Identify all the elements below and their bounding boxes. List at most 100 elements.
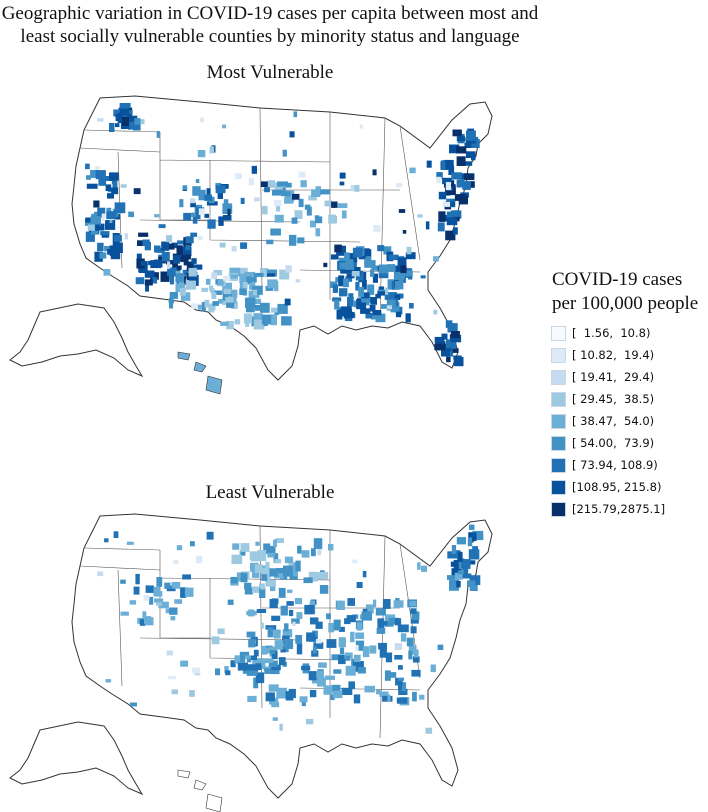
county-cell <box>312 646 317 654</box>
county-cell <box>395 677 403 686</box>
county-cell <box>469 524 475 530</box>
county-cell <box>463 161 473 166</box>
county-cell <box>244 664 256 673</box>
county-cell <box>400 682 407 692</box>
county-cell <box>271 664 281 671</box>
legend-item: [ 29.45, 38.5) <box>551 388 665 410</box>
county-cell <box>251 568 260 578</box>
county-cell <box>209 146 215 154</box>
county-cell <box>283 565 293 577</box>
hawaii-islands <box>177 769 223 812</box>
county-cell <box>277 181 288 187</box>
county-cell <box>105 679 112 683</box>
county-cell <box>445 187 456 195</box>
county-cell <box>169 607 178 615</box>
county-cell <box>180 256 184 263</box>
county-cell <box>244 582 252 590</box>
county-cell <box>394 643 403 650</box>
county-cell <box>154 214 160 218</box>
county-cell <box>129 702 137 707</box>
county-cell <box>388 254 399 261</box>
county-cell <box>362 571 367 578</box>
county-cell <box>158 601 169 609</box>
county-cell <box>369 260 376 268</box>
county-cell <box>260 584 265 590</box>
county-cell <box>289 131 295 138</box>
county-cell <box>256 609 267 613</box>
county-cell <box>115 114 122 121</box>
county-cell <box>338 637 346 648</box>
county-cell <box>201 287 209 292</box>
county-cell <box>104 538 109 543</box>
legend: [ 1.56, 10.8) [ 10.82, 19.4) [ 19.41, 29… <box>551 322 665 520</box>
county-cell <box>137 240 147 246</box>
legend-item: [108.95, 215.8) <box>551 476 665 498</box>
county-cell <box>248 177 255 186</box>
county-cell <box>269 649 276 654</box>
county-cell <box>240 543 250 552</box>
county-cell <box>286 601 294 606</box>
county-cell <box>265 579 276 587</box>
county-cell <box>417 214 423 218</box>
county-cell <box>365 604 374 614</box>
county-cell <box>274 573 285 579</box>
legend-item: [ 19.41, 29.4) <box>551 366 665 388</box>
county-cell <box>456 136 466 142</box>
county-cell <box>135 573 140 585</box>
county-cell <box>136 253 142 260</box>
county-cell <box>113 531 119 538</box>
county-cell <box>192 264 203 270</box>
county-cell <box>397 257 407 268</box>
county-cell <box>396 306 403 315</box>
county-cell <box>332 284 338 293</box>
county-cell <box>372 169 377 176</box>
county-cell <box>270 667 280 675</box>
county-cell <box>442 177 453 185</box>
county-cell <box>215 185 226 194</box>
county-cell <box>436 172 443 179</box>
county-cell <box>180 292 191 301</box>
county-cell <box>378 642 387 650</box>
legend-swatch <box>551 347 566 363</box>
county-cell <box>212 290 223 295</box>
county-cell <box>252 664 259 672</box>
county-cell <box>145 285 149 292</box>
county-cell <box>219 242 226 248</box>
county-cell <box>95 170 106 180</box>
county-cell <box>306 206 312 216</box>
county-cell <box>445 182 451 190</box>
county-cell <box>171 582 181 589</box>
county-cell <box>161 241 170 251</box>
county-cell <box>198 208 205 215</box>
county-cell <box>438 211 446 222</box>
county-cell <box>370 297 377 305</box>
county-cell <box>234 319 241 325</box>
county-cell <box>420 275 426 279</box>
county-cell <box>317 548 322 556</box>
county-cell <box>465 151 476 158</box>
county-cell <box>319 585 329 594</box>
county-cell <box>259 268 269 278</box>
county-cell <box>284 197 294 204</box>
county-cell <box>289 234 297 246</box>
county-cell <box>97 207 106 217</box>
county-cell <box>387 620 391 626</box>
county-cell <box>176 245 183 256</box>
county-cell <box>281 316 292 326</box>
county-cell <box>288 609 294 617</box>
county-cell <box>245 321 250 327</box>
county-cell <box>304 204 311 210</box>
legend-item: [ 10.82, 19.4) <box>551 344 665 366</box>
county-cell <box>103 269 111 276</box>
county-cell <box>332 690 343 699</box>
county-cell <box>182 185 188 190</box>
county-cell <box>240 655 245 662</box>
county-cell <box>446 217 458 226</box>
county-cell <box>315 621 323 629</box>
county-cell <box>167 261 171 269</box>
county-cell <box>466 130 476 141</box>
county-cell <box>144 270 155 278</box>
county-cell <box>275 205 281 212</box>
legend-label: [ 1.56, 10.8) <box>572 326 651 340</box>
legend-swatch <box>551 325 566 341</box>
